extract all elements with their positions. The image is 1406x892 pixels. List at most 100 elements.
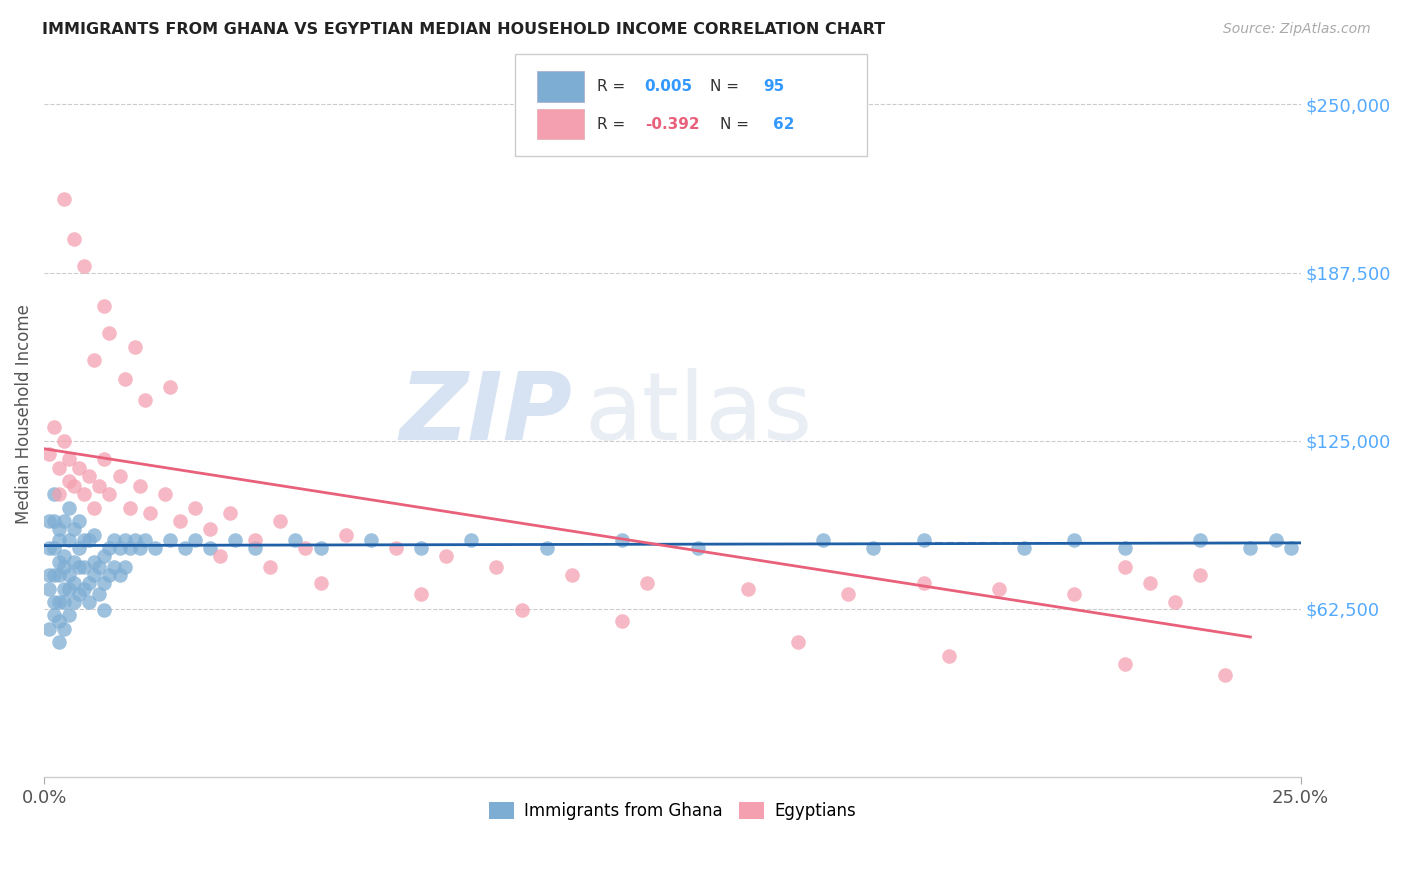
Point: [58, 568, 80, 582]
Point: [48, 487, 70, 501]
Point: [44, 608, 66, 623]
Point: [134, 533, 156, 548]
Point: [38, 447, 60, 461]
Point: [79, 533, 101, 548]
Text: atlas: atlas: [585, 368, 813, 459]
Point: [53, 192, 76, 206]
Point: [108, 568, 131, 582]
Point: [988, 582, 1011, 596]
Point: [89, 560, 111, 574]
Point: [1114, 560, 1136, 574]
Point: [44, 514, 66, 528]
Point: [98, 487, 121, 501]
Point: [134, 393, 156, 408]
Point: [103, 533, 125, 548]
Point: [485, 560, 508, 574]
Point: [93, 603, 115, 617]
Point: [1189, 568, 1212, 582]
Text: -0.392: -0.392: [645, 117, 699, 131]
Point: [294, 541, 316, 556]
Point: [912, 533, 935, 548]
Text: R =: R =: [598, 117, 630, 131]
Point: [38, 514, 60, 528]
Point: [128, 541, 150, 556]
Point: [938, 648, 960, 663]
Point: [114, 560, 136, 574]
Legend: Immigrants from Ghana, Egyptians: Immigrants from Ghana, Egyptians: [482, 795, 862, 827]
Point: [48, 533, 70, 548]
Point: [67, 514, 90, 528]
Point: [44, 487, 66, 501]
Text: 95: 95: [763, 78, 785, 94]
Point: [63, 479, 86, 493]
Point: [63, 523, 86, 537]
Point: [1279, 541, 1302, 556]
Point: [63, 232, 86, 246]
Text: IMMIGRANTS FROM GHANA VS EGYPTIAN MEDIAN HOUSEHOLD INCOME CORRELATION CHART: IMMIGRANTS FROM GHANA VS EGYPTIAN MEDIAN…: [42, 22, 886, 37]
Point: [173, 541, 195, 556]
Point: [118, 541, 141, 556]
Point: [79, 595, 101, 609]
Point: [79, 576, 101, 591]
Text: N =: N =: [710, 78, 744, 94]
Point: [73, 560, 96, 574]
Point: [98, 568, 121, 582]
Point: [83, 568, 105, 582]
Point: [169, 514, 191, 528]
Point: [83, 353, 105, 368]
Point: [73, 533, 96, 548]
Point: [58, 500, 80, 515]
Point: [89, 587, 111, 601]
Point: [89, 479, 111, 493]
Point: [1139, 576, 1161, 591]
Point: [737, 582, 759, 596]
Point: [93, 549, 115, 564]
Point: [103, 560, 125, 574]
Point: [1189, 533, 1212, 548]
Point: [79, 468, 101, 483]
FancyBboxPatch shape: [537, 71, 585, 102]
Point: [48, 523, 70, 537]
Point: [53, 434, 76, 448]
Point: [93, 576, 115, 591]
Point: [53, 514, 76, 528]
Point: [108, 541, 131, 556]
Point: [1264, 533, 1286, 548]
Point: [686, 541, 709, 556]
Point: [44, 420, 66, 434]
Point: [118, 500, 141, 515]
Point: [58, 452, 80, 467]
Point: [73, 582, 96, 596]
Point: [912, 576, 935, 591]
Point: [44, 595, 66, 609]
Point: [67, 541, 90, 556]
Point: [48, 555, 70, 569]
Point: [44, 541, 66, 556]
Point: [811, 533, 834, 548]
Point: [53, 560, 76, 574]
Point: [460, 533, 482, 548]
Point: [284, 533, 307, 548]
Point: [409, 541, 432, 556]
Point: [159, 380, 181, 394]
Text: N =: N =: [720, 117, 754, 131]
Point: [53, 549, 76, 564]
Point: [837, 587, 859, 601]
Point: [259, 560, 281, 574]
Point: [63, 595, 86, 609]
Point: [245, 533, 267, 548]
Point: [224, 533, 246, 548]
Point: [309, 576, 332, 591]
Text: 0.005: 0.005: [645, 78, 693, 94]
Point: [48, 614, 70, 628]
Point: [184, 533, 207, 548]
Point: [58, 608, 80, 623]
Point: [58, 582, 80, 596]
Point: [114, 533, 136, 548]
Point: [434, 549, 457, 564]
Point: [335, 528, 357, 542]
Point: [108, 468, 131, 483]
Y-axis label: Median Household Income: Median Household Income: [15, 304, 32, 524]
Point: [48, 595, 70, 609]
Point: [44, 568, 66, 582]
